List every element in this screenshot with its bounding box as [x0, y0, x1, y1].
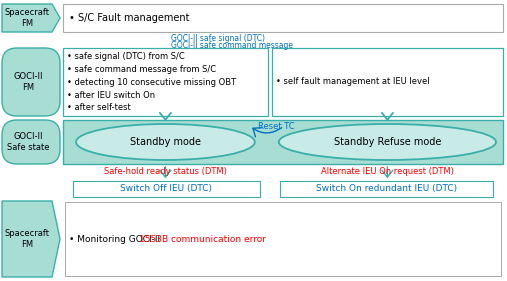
Text: Switch On redundant IEU (DTC): Switch On redundant IEU (DTC): [316, 185, 457, 194]
Text: • Monitoring GOCI-II: • Monitoring GOCI-II: [69, 235, 163, 244]
FancyBboxPatch shape: [73, 181, 260, 197]
FancyBboxPatch shape: [280, 181, 493, 197]
FancyArrowPatch shape: [253, 128, 281, 137]
FancyBboxPatch shape: [2, 48, 60, 116]
Ellipse shape: [279, 124, 496, 160]
Text: GOCI-II
Safe state: GOCI-II Safe state: [7, 132, 49, 152]
Text: GOCI-II safe signal (DTC): GOCI-II safe signal (DTC): [170, 34, 265, 43]
FancyBboxPatch shape: [2, 120, 60, 164]
FancyBboxPatch shape: [63, 48, 268, 116]
Text: • S/C Fault management: • S/C Fault management: [69, 13, 190, 23]
Text: Safe-hold ready status (DTM): Safe-hold ready status (DTM): [104, 167, 227, 176]
Polygon shape: [2, 4, 60, 32]
Text: 1553B communication error: 1553B communication error: [139, 235, 266, 244]
Text: Switch Off IEU (DTC): Switch Off IEU (DTC): [120, 185, 212, 194]
FancyBboxPatch shape: [65, 202, 501, 276]
Text: Alternate IEU On request (DTM): Alternate IEU On request (DTM): [321, 167, 454, 176]
FancyBboxPatch shape: [63, 4, 503, 32]
Text: Spacecraft
FM: Spacecraft FM: [5, 229, 50, 249]
FancyBboxPatch shape: [272, 48, 503, 116]
Polygon shape: [2, 201, 60, 277]
Text: • self fault management at IEU level: • self fault management at IEU level: [276, 78, 429, 87]
Text: Standby mode: Standby mode: [130, 137, 201, 147]
Text: GOCI-II
FM: GOCI-II FM: [13, 72, 43, 92]
Text: • safe signal (DTC) from S/C
• safe command message from S/C
• detecting 10 cons: • safe signal (DTC) from S/C • safe comm…: [67, 52, 236, 112]
Text: Spacecraft
FM: Spacecraft FM: [5, 8, 50, 28]
Text: Standby Refuse mode: Standby Refuse mode: [334, 137, 441, 147]
Ellipse shape: [76, 124, 255, 160]
Text: Reset TC: Reset TC: [258, 122, 295, 131]
FancyBboxPatch shape: [63, 120, 503, 164]
Text: GOCI-II safe command message: GOCI-II safe command message: [170, 41, 293, 50]
